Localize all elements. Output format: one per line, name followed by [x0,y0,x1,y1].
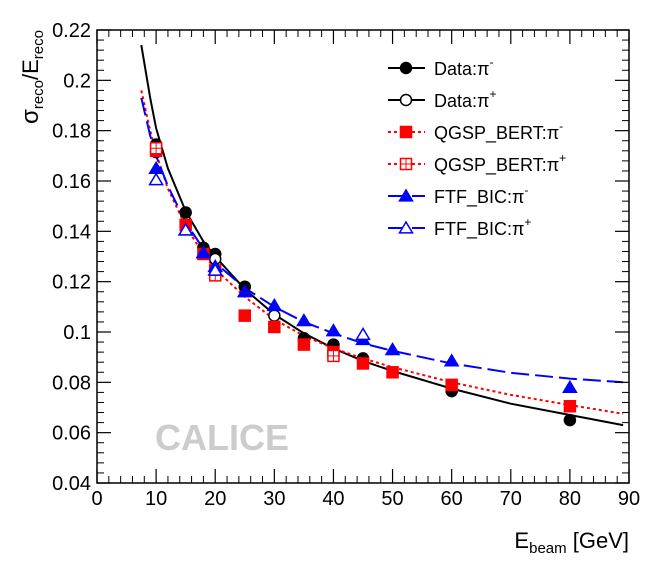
y-tick-label: 0.1 [63,322,91,344]
x-tick-label: 10 [145,488,167,510]
legend-marker [398,220,414,234]
data-point-series-5 [177,222,194,236]
legend-label-charge: - [524,183,528,197]
y-tick-label: 0.18 [52,121,91,143]
legend-marker [399,61,413,75]
legend-label-text: Data:π [434,91,489,111]
y-tick-label: 0.06 [52,423,91,445]
fit-curve [140,90,624,415]
data-point-series-2 [445,378,458,392]
x-axis: 0 10 20 30 40 50 60 70 80 90 [91,30,640,510]
data-point-series-4 [562,379,578,393]
x-tick-label: 70 [500,488,522,510]
y-tick-label: 0.22 [52,20,91,42]
legend-label-charge: - [489,55,493,69]
data-point-series-5 [207,262,224,276]
legend-label-charge: + [524,215,531,229]
data-point-series-0 [179,206,192,219]
data-point-series-4 [325,323,342,337]
legend-label: QGSP_BERT:π- [434,119,563,144]
legend-label: FTF_BIC:π- [434,183,528,208]
legend-label-text: QGSP_BERT:π [434,123,559,144]
data-points [148,138,578,427]
data-point-series-4 [236,284,253,298]
x-tick-label: 30 [263,488,285,510]
y-tick-label: 0.16 [52,171,91,193]
calice-watermark: CALICE [155,417,289,458]
legend-label-text: QGSP_BERT:π [434,155,559,176]
data-point-series-5 [148,172,164,186]
legend-label: Data:π+ [434,87,496,111]
legend-label-text: FTF_BIC:π [434,219,524,240]
y-tick-label: 0.04 [52,473,91,495]
y-tick-label: 0.2 [63,70,91,92]
x-tick-label: 40 [322,488,344,510]
legend-marker [399,93,413,107]
data-point-series-4 [296,313,312,327]
legend-marker [399,125,413,139]
data-point-series-4 [443,353,460,367]
data-point-series-2 [238,309,252,322]
legend-marker [398,188,414,202]
legend: Data:π-Data:π+QGSP_BERT:π-QGSP_BERT:π+FT… [388,55,566,240]
legend-label: Data:π- [434,55,493,79]
data-point-series-0 [563,413,577,427]
x-tick-label: 0 [91,488,102,510]
y-tick-label: 0.08 [52,372,91,394]
data-point-series-4 [195,245,212,259]
legend-label-text: FTF_BIC:π [434,187,524,208]
legend-label-charge: + [489,87,496,101]
data-point-series-2 [386,366,399,379]
data-point-series-2 [563,399,577,413]
x-axis-title: Ebeam [GeV] [514,528,629,557]
data-point-series-5 [355,327,371,341]
plot-frame [96,29,630,484]
data-point-series-1 [268,309,281,322]
legend-label-charge: - [559,119,563,133]
x-tick-label: 60 [441,488,463,510]
x-tick-label: 50 [381,488,403,510]
data-point-series-2 [268,320,281,334]
legend-label-charge: + [559,151,566,165]
y-tick-label: 0.14 [52,221,91,243]
x-tick-label: 90 [618,488,640,510]
data-point-series-4 [266,298,283,312]
y-tick-label: 0.12 [52,272,91,294]
x-tick-label: 80 [559,488,581,510]
y-axis-title: σreco/Ereco [17,30,47,124]
legend-label: FTF_BIC:π+ [434,215,531,240]
data-point-series-4 [384,342,401,356]
data-point-series-2 [356,357,370,370]
data-point-series-2 [297,338,311,351]
legend-label: QGSP_BERT:π+ [434,151,566,176]
x-tick-label: 20 [204,488,226,510]
legend-label-text: Data:π [434,59,489,79]
y-axis: 0.04 0.06 0.08 0.1 0.12 0.14 0.16 0.18 0.2 0.22 [52,20,629,495]
